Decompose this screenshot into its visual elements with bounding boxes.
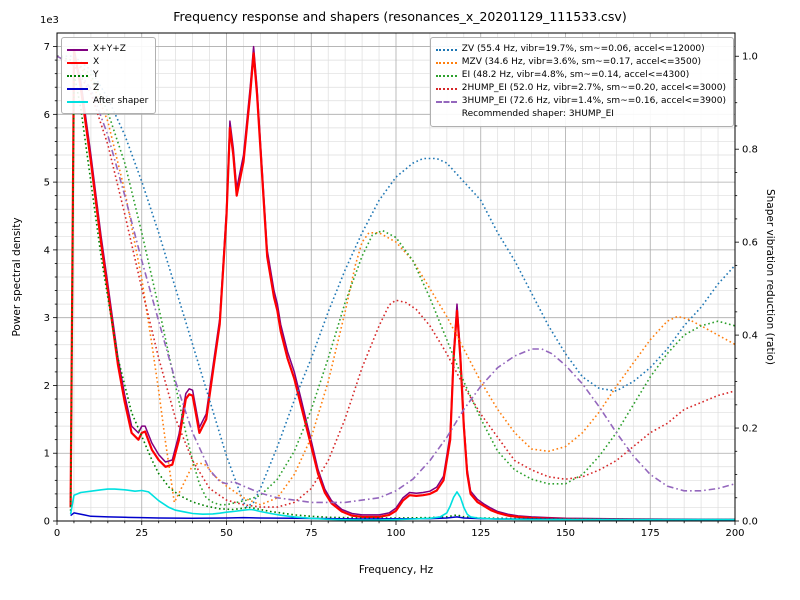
x-tick-label: 100 — [386, 528, 405, 539]
y-right-tick-label: 0.8 — [742, 145, 758, 156]
legend-psd: X+Y+Z X Y Z After shaper — [61, 37, 157, 114]
y-left-tick-label: 7 — [44, 42, 50, 53]
z-line-sample — [67, 88, 88, 90]
after-shaper-line-sample — [67, 101, 88, 103]
legend-item-ei: EI (48.2 Hz, vibr=4.8%, sm~=0.14, accel<… — [435, 70, 726, 81]
y-left-tick-label: 3 — [44, 313, 50, 324]
psd-sum-line — [69, 45, 735, 521]
legend-label-recommended-shaper: Recommended shaper: 3HUMP_EI — [461, 109, 614, 119]
legend-label-3hump-ei: 3HUMP_EI (72.6 Hz, vibr=1.4%, sm~=0.16, … — [461, 96, 726, 106]
legend-label-ei: EI (48.2 Hz, vibr=4.8%, sm~=0.14, accel<… — [461, 70, 690, 80]
psd-x-line — [69, 48, 735, 521]
legend-label-zv: ZV (55.4 Hz, vibr=19.7%, sm~=0.06, accel… — [461, 44, 705, 54]
x-tick-label: 0 — [54, 528, 60, 539]
zv-line-sample — [435, 49, 457, 51]
psd-after-shaper-line — [69, 488, 735, 521]
2hump-ei-line-sample — [435, 88, 457, 90]
legend-item-after-shaper: After shaper — [67, 96, 148, 107]
x-tick-label: 175 — [641, 528, 660, 539]
mzv-line-sample — [435, 62, 457, 64]
x-tick-label: 25 — [135, 528, 148, 539]
3hump-ei-line-sample — [435, 101, 457, 103]
y-left-tick-label: 0 — [44, 517, 50, 528]
y-left-tick-label: 2 — [44, 381, 50, 392]
y-left-tick-label: 1 — [44, 449, 50, 460]
legend-shapers: ZV (55.4 Hz, vibr=19.7%, sm~=0.06, accel… — [429, 37, 734, 127]
sum-line-sample — [67, 49, 88, 51]
x-tick-label: 125 — [471, 528, 490, 539]
legend-item-recommended-shaper: Recommended shaper: 3HUMP_EI — [436, 109, 726, 120]
y-left-tick-label: 6 — [44, 110, 50, 121]
y-axis-label-right: Shaper vibration reduction (ratio) — [764, 188, 776, 366]
y-line-sample — [67, 75, 88, 77]
y-right-tick-label: 0.2 — [742, 424, 758, 435]
shaper-mzv-line — [56, 55, 736, 506]
y-right-tick-label: 0.4 — [742, 331, 758, 342]
legend-label-z: Z — [93, 83, 100, 93]
y-right-tick-label: 1.0 — [742, 52, 758, 63]
x-tick-label: 50 — [220, 528, 233, 539]
legend-label-x: X — [93, 57, 100, 67]
legend-item-sum: X+Y+Z — [67, 44, 148, 55]
legend-label-mzv: MZV (34.6 Hz, vibr=3.6%, sm~=0.17, accel… — [461, 57, 701, 67]
legend-label-after-shaper: After shaper — [93, 96, 149, 106]
y-right-tick-label: 0.0 — [742, 517, 758, 528]
legend-item-zv: ZV (55.4 Hz, vibr=19.7%, sm~=0.06, accel… — [435, 44, 726, 55]
chart-title: Frequency response and shapers (resonanc… — [173, 9, 627, 24]
y-left-tick-label: 5 — [44, 178, 50, 189]
legend-item-z: Z — [67, 83, 148, 94]
legend-label-2hump-ei: 2HUMP_EI (52.0 Hz, vibr=2.7%, sm~=0.20, … — [461, 83, 726, 93]
legend-item-2hump-ei: 2HUMP_EI (52.0 Hz, vibr=2.7%, sm~=0.20, … — [435, 83, 726, 94]
legend-item-x: X — [67, 57, 148, 68]
y-left-tick-label: 4 — [44, 245, 50, 256]
legend-label-y: Y — [93, 70, 99, 80]
x-tick-label: 150 — [556, 528, 575, 539]
ei-line-sample — [435, 75, 457, 77]
y-axis-offset-text: 1e3 — [40, 15, 59, 26]
x-line-sample — [67, 62, 88, 64]
legend-item-mzv: MZV (34.6 Hz, vibr=3.6%, sm~=0.17, accel… — [435, 57, 726, 68]
x-tick-label: 75 — [305, 528, 318, 539]
legend-item-3hump-ei: 3HUMP_EI (72.6 Hz, vibr=1.4%, sm~=0.16, … — [435, 96, 726, 107]
legend-item-y: Y — [67, 70, 148, 81]
shaper-zv-line — [57, 55, 736, 508]
x-tick-label: 200 — [725, 528, 744, 539]
shaper-2hump-ei-line — [56, 55, 736, 508]
x-axis-label: Frequency, Hz — [358, 564, 434, 576]
y-right-tick-label: 0.6 — [742, 238, 758, 249]
legend-label-sum: X+Y+Z — [93, 44, 126, 54]
shaper-3hump-ei-line — [56, 55, 736, 504]
y-axis-label-left: Power spectral density — [11, 217, 23, 337]
